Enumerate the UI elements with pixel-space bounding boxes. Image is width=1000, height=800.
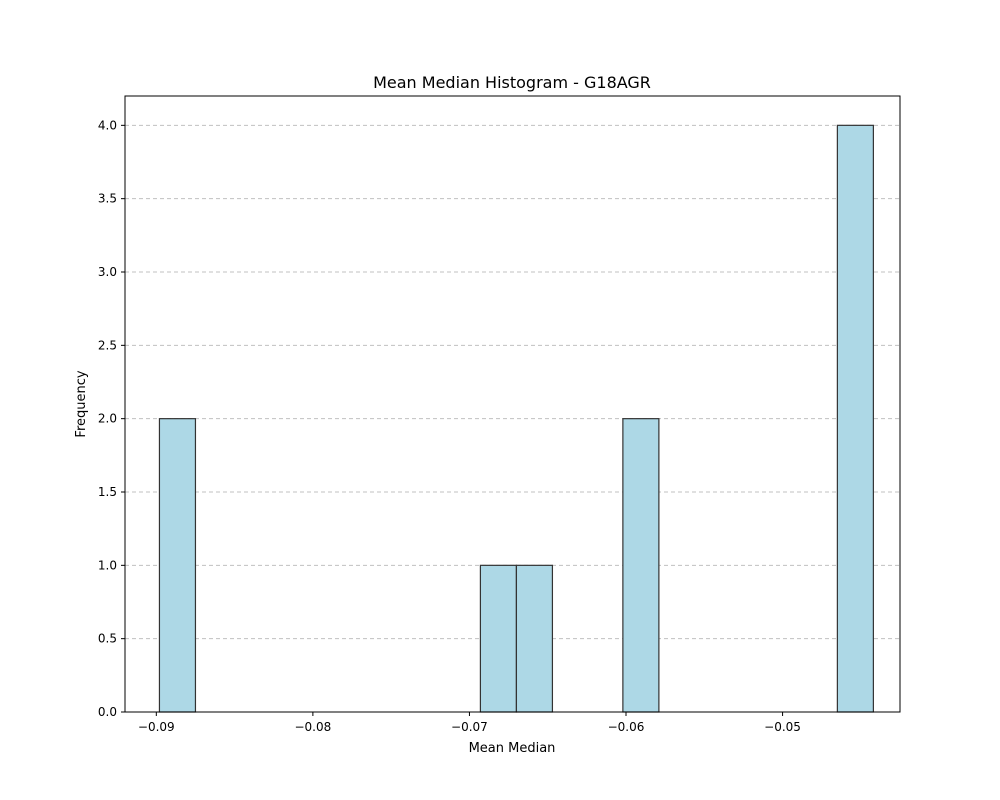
y-tick-label: 1.0 bbox=[98, 558, 117, 572]
plot-frame bbox=[124, 95, 901, 713]
y-tick-label: 0.0 bbox=[98, 705, 117, 719]
x-axis-ticks: −0.09 −0.08 −0.07 −0.06 −0.05 bbox=[138, 712, 801, 734]
y-tick-label: 2.0 bbox=[98, 412, 117, 426]
histogram-bar bbox=[479, 564, 518, 713]
y-tick-label: 4.0 bbox=[98, 118, 117, 132]
histogram-bar bbox=[515, 564, 554, 713]
x-axis-label: Mean Median bbox=[469, 741, 556, 756]
y-tick-label: 3.5 bbox=[98, 192, 117, 206]
y-tick-label: 1.5 bbox=[98, 485, 117, 499]
x-tick-label: −0.09 bbox=[138, 720, 175, 734]
grid-lines bbox=[125, 124, 900, 713]
x-tick-label: −0.07 bbox=[451, 720, 488, 734]
x-tick-label: −0.08 bbox=[294, 720, 331, 734]
y-axis-label: Frequency bbox=[74, 370, 89, 437]
histogram-bar bbox=[158, 418, 197, 713]
y-tick-label: 3.0 bbox=[98, 265, 117, 279]
y-tick-label: 2.5 bbox=[98, 338, 117, 352]
x-tick-label: −0.05 bbox=[764, 720, 801, 734]
y-tick-label: 0.5 bbox=[98, 632, 117, 646]
x-tick-label: −0.06 bbox=[608, 720, 645, 734]
chart-title: Mean Median Histogram - G18AGR bbox=[373, 73, 651, 92]
bars bbox=[158, 124, 874, 713]
y-axis-ticks: 0.0 0.5 1.0 1.5 2.0 2.5 3.0 3.5 4.0 bbox=[98, 118, 125, 719]
histogram-bar bbox=[622, 418, 660, 713]
histogram-bar bbox=[836, 124, 874, 713]
